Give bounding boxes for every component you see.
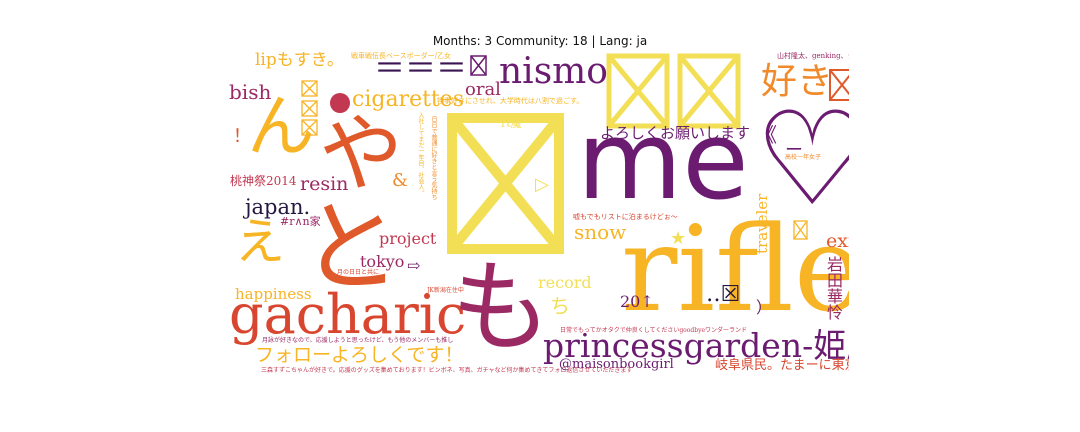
- word-princessgarden: princessgarden-姫庭-: [543, 326, 849, 365]
- word-mo: も: [451, 249, 551, 366]
- word-arrow: ⇨: [407, 256, 421, 275]
- word-dash: ー: [785, 140, 803, 161]
- word-box-suki: [829, 69, 849, 101]
- word-suki: 好き: [761, 61, 834, 102]
- word-star: ★: [670, 228, 687, 249]
- word-tiny-9: 月の日日と共に: [337, 269, 380, 276]
- word-box-top-1: [606, 53, 670, 129]
- red-circle-icon: [329, 92, 351, 114]
- word-tiny-8: 日日で普通に好きと言う気持ち: [430, 116, 437, 200]
- word-rn: #r∧n家: [280, 215, 321, 228]
- word-e: え: [235, 213, 285, 271]
- word-traveler: traveler: [753, 193, 771, 254]
- word-tiny-7: 入社してまだ一年目、社会人。: [417, 112, 424, 196]
- word-tiny-6: JK新潟在住中: [427, 287, 464, 294]
- word-tiny-11: 月詠が好きなので、応援しようと思ったけど、もう他のメンバーも推し: [262, 337, 454, 344]
- word-nismo: nismo: [499, 52, 608, 92]
- word-yoroshiku: よろしくお願いします: [600, 124, 751, 142]
- word-me: me: [577, 99, 749, 224]
- word-tiny-1: 戦車戦伍長ベースボーダー/乙女: [351, 52, 452, 60]
- word-happiness: happiness: [235, 285, 312, 303]
- word-tiny-3: 物事好きにさせれ、大学時代は八割で過ごす。: [437, 97, 584, 105]
- word-rifle: rifle: [621, 200, 849, 338]
- word-maison: @maisonbookgirl: [559, 357, 674, 372]
- word-cloud: me ♡ rifle gacharic princessgarden-姫庭- n…: [229, 52, 849, 382]
- word-box-big: [447, 113, 564, 254]
- word-box-stack-1: [301, 80, 318, 97]
- word-tiny-12: 三森すずこちゃんが好きで。応援のグッズを集めております！ビンボネ、写真、ガチャな…: [261, 367, 633, 374]
- word-box-traveler: [793, 220, 808, 240]
- word-tiny-4: 嘘もでもリストに泊まるけどぉ～: [573, 213, 678, 221]
- word-ya: や: [319, 105, 404, 203]
- word-to: と: [301, 189, 401, 306]
- word-follow: フォローよろしくです！: [255, 344, 464, 366]
- word-tiny-5: 高校一年女子: [785, 154, 822, 161]
- word-heart: ♡: [754, 83, 849, 235]
- word-tiny-10: 日常でもってかオタクで仲良くしてくださいgoodbyeワンダーランド: [560, 327, 748, 334]
- word-box-stack-2: [301, 100, 318, 117]
- word-japan: japan.: [245, 195, 311, 219]
- word-project: project: [379, 229, 437, 248]
- word-snow: snow: [574, 220, 627, 244]
- word-n: ん: [247, 88, 316, 167]
- word-guillemet: 《: [757, 123, 777, 147]
- word-gifu: 岐阜県民。たまーに東京。: [715, 358, 849, 373]
- chart-title: Months: 3 Community: 18 | Lang: ja: [432, 34, 648, 48]
- word-lip: lipもすき。: [255, 52, 344, 70]
- word-momo: 桃神祭2014: [230, 174, 297, 188]
- word-resin: resin: [300, 173, 349, 195]
- word-equals: ＝＝＝: [374, 52, 467, 87]
- word-dots-box: ‥☒: [706, 282, 741, 307]
- word-iwata: 岩田華怜: [824, 256, 843, 320]
- word-chi: ち: [550, 294, 570, 318]
- word-record: record: [538, 273, 592, 292]
- word-bish: bish: [229, 80, 272, 104]
- word-box-stack-3: [301, 119, 318, 136]
- word-rtma: rt魔: [501, 117, 522, 130]
- word-paren: ）: [756, 298, 773, 317]
- word-box-eq: [470, 55, 487, 76]
- word-tokyo: tokyo: [360, 252, 405, 271]
- word-oral: oral: [465, 79, 501, 100]
- word-gacharic: gacharic: [229, 283, 467, 346]
- word-amp: &: [392, 170, 409, 191]
- word-twenty: 20↑: [620, 292, 654, 311]
- word-exile: exile: [826, 230, 849, 252]
- word-play: ▷: [535, 174, 549, 195]
- word-bang: ！: [233, 126, 251, 147]
- word-cigarettes: cigarettes: [352, 87, 465, 112]
- word-tiny-2: 山村隆太、genking、シド: [777, 52, 849, 60]
- word-box-top-2: [677, 53, 741, 129]
